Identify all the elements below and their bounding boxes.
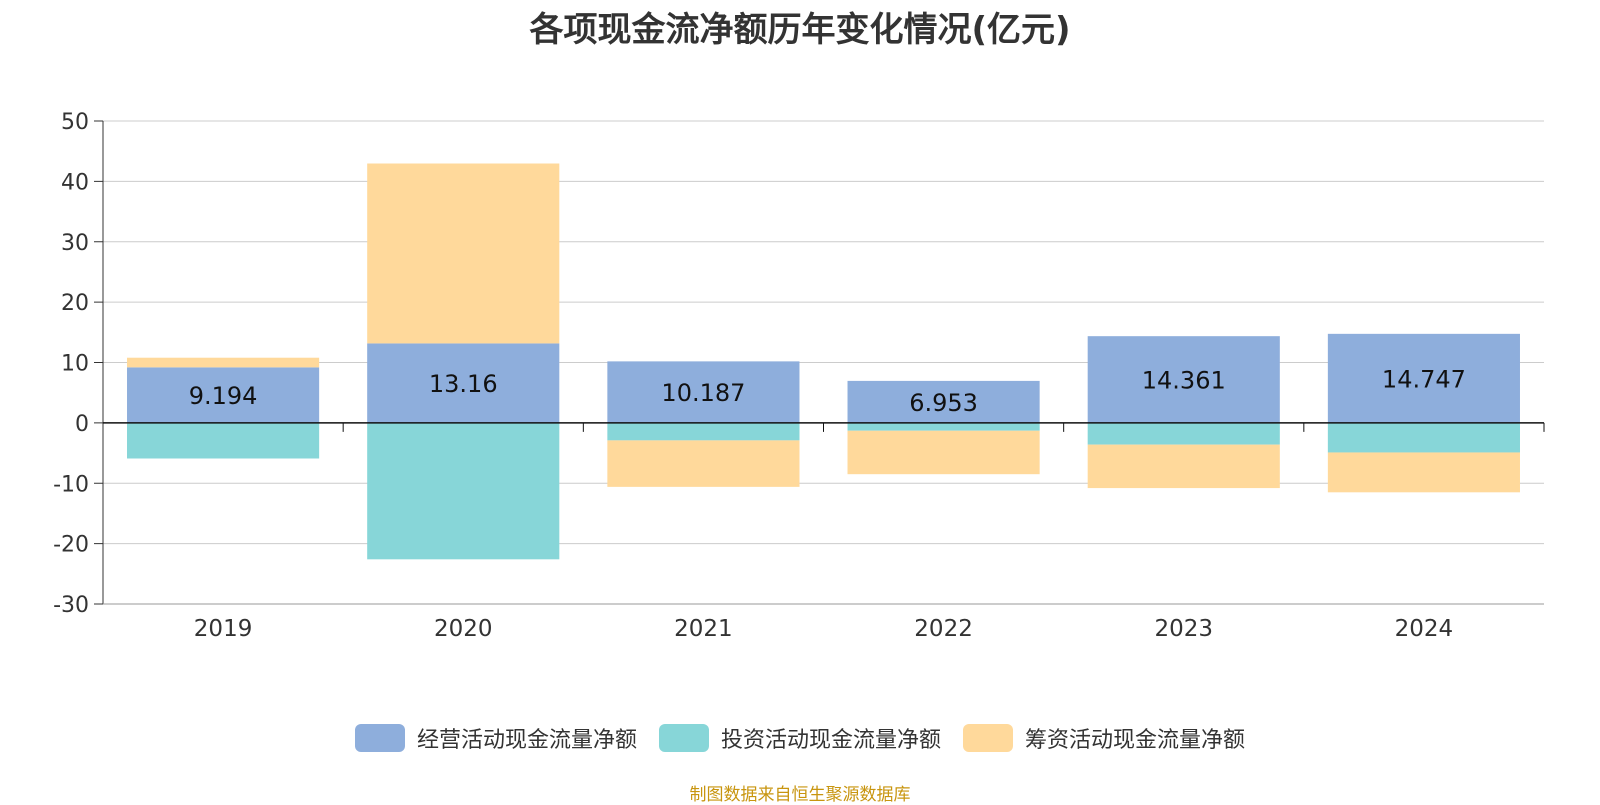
data-label-2023: 14.361: [1142, 367, 1226, 395]
data-label-2020: 13.16: [429, 370, 498, 398]
legend-item-financing[interactable]: 筹资活动现金流量净额: [963, 722, 1245, 754]
y-tick-label-0: 50: [61, 110, 89, 135]
data-label-2021: 10.187: [661, 379, 745, 407]
bar-s1-2020: [367, 422, 560, 560]
bar-s2-2023: [1087, 444, 1280, 489]
legend-item-investing[interactable]: 投资活动现金流量净额: [658, 722, 941, 754]
bar-s0-2022: [847, 380, 1040, 423]
legend: 经营活动现金流量净额 投资活动现金流量净额 筹资活动现金流量净额: [0, 722, 1600, 754]
x-tick-label-2021: 2021: [674, 616, 733, 642]
y-tick-label-7: -20: [53, 533, 89, 558]
data-label-2022: 6.953: [909, 389, 978, 417]
y-tick-label-8: -30: [53, 593, 89, 618]
chart-title: 各项现金流净额历年变化情况(亿元): [529, 10, 1071, 50]
bar-s1-2024: [1327, 422, 1520, 453]
y-tick-label-1: 40: [61, 170, 89, 195]
bar-s0-2020: [367, 343, 560, 423]
bar-s1-2021: [607, 422, 800, 441]
axes: 50 40 30 20 10 0 -10 -20 -30 2019 2020 2021 2022 2023…: [53, 110, 1545, 642]
legend-label-operating: 经营活动现金流量净额: [416, 728, 637, 753]
y-tick-label-6: -10: [53, 472, 89, 497]
legend-swatch-operating: [354, 724, 405, 752]
data-label-2024: 14.747: [1382, 365, 1466, 393]
x-tick-label-2023: 2023: [1154, 616, 1213, 642]
bar-s2-2019: [127, 357, 320, 368]
bar-s2-2021: [607, 440, 800, 487]
bar-s2-2022: [847, 430, 1040, 475]
bar-s2-2020: [367, 163, 560, 344]
source-note: 制图数据来自恒生聚源数据库: [689, 785, 911, 805]
y-tick-label-5: 0: [75, 412, 89, 437]
bar-s0-2021: [607, 361, 800, 423]
bar-s1-2019: [127, 422, 320, 459]
x-tick-label-2024: 2024: [1395, 616, 1454, 642]
legend-label-financing: 筹资活动现金流量净额: [1025, 728, 1246, 753]
legend-label-investing: 投资活动现金流量净额: [720, 728, 941, 753]
legend-item-operating[interactable]: 经营活动现金流量净额: [354, 722, 637, 754]
bar-s0-2019: [127, 367, 320, 423]
bar-s1-2023: [1087, 422, 1280, 445]
bar-s2-2024: [1327, 452, 1520, 493]
x-tick-label-2020: 2020: [434, 616, 493, 642]
bar-s0-2024: [1327, 333, 1520, 423]
y-tick-label-2: 30: [61, 231, 89, 256]
stacked-bar-chart: 50 40 30 20 10 0 -10 -20 -30 2019 2020 2021 2022 2023…: [53, 110, 1545, 642]
bar-s0-2023: [1087, 336, 1280, 423]
data-labels: 9.194 13.16 10.187 6.953 14.361 14.747: [189, 365, 1466, 417]
legend-swatch-financing: [963, 724, 1013, 752]
y-tick-label-4: 10: [61, 352, 89, 377]
y-tick-label-3: 20: [61, 291, 89, 316]
x-tick-label-2022: 2022: [914, 616, 973, 642]
legend-swatch-investing: [658, 724, 709, 752]
bar-s1-2022: [847, 422, 1040, 431]
x-tick-label-2019: 2019: [194, 616, 253, 642]
bars: [127, 163, 1520, 560]
data-label-2019: 9.194: [189, 382, 258, 410]
